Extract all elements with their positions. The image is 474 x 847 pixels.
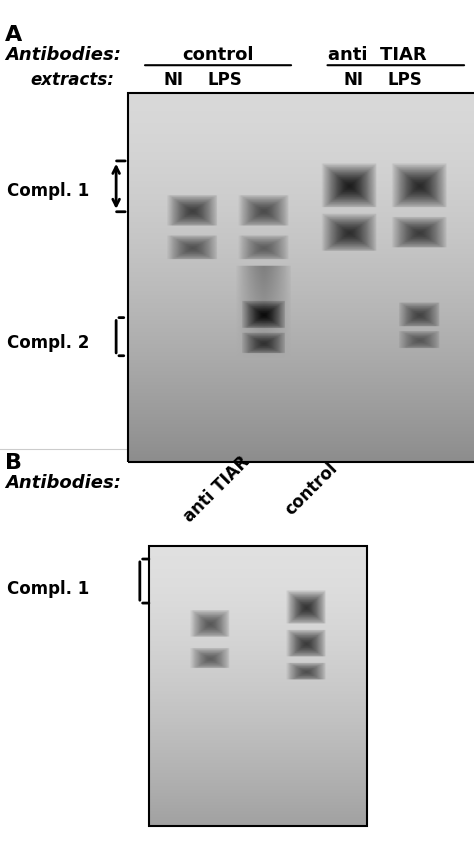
Text: Compl. 1: Compl. 1 bbox=[7, 579, 90, 598]
Text: control: control bbox=[182, 46, 254, 64]
Text: anti TIAR: anti TIAR bbox=[180, 452, 253, 526]
Bar bbox=[149, 546, 367, 826]
Text: control: control bbox=[282, 459, 341, 519]
Text: NI: NI bbox=[163, 70, 183, 89]
Text: LPS: LPS bbox=[208, 70, 243, 89]
Text: NI: NI bbox=[343, 70, 363, 89]
Text: B: B bbox=[5, 453, 22, 473]
Text: LPS: LPS bbox=[388, 70, 423, 89]
Text: A: A bbox=[5, 25, 22, 46]
Bar bbox=[128, 93, 474, 462]
Text: Antibodies:: Antibodies: bbox=[5, 473, 121, 492]
Text: Compl. 2: Compl. 2 bbox=[7, 334, 90, 352]
Text: extracts:: extracts: bbox=[31, 70, 115, 89]
Text: anti  TIAR: anti TIAR bbox=[328, 46, 426, 64]
Text: Compl. 1: Compl. 1 bbox=[7, 181, 90, 200]
Text: Antibodies:: Antibodies: bbox=[5, 46, 121, 64]
